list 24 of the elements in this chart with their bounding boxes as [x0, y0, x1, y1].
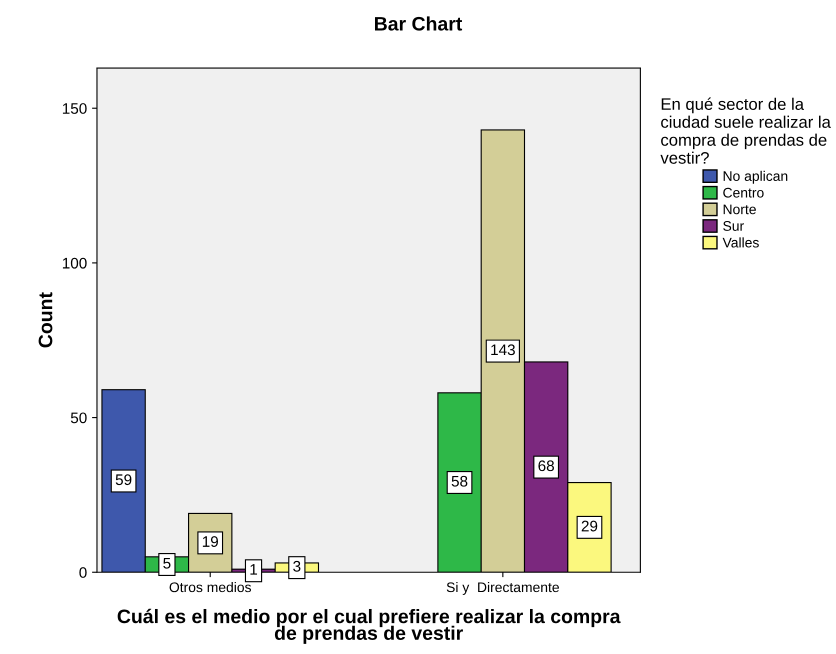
y-tick-label: 0	[79, 567, 87, 578]
y-tick-label: 100	[62, 258, 87, 269]
legend-label: Centro	[723, 188, 764, 198]
data-label: 19	[202, 536, 218, 547]
chart-title: Bar Chart	[375, 16, 462, 31]
data-label: 5	[163, 558, 171, 569]
data-label: 3	[293, 560, 300, 572]
x-tick-label: Si y Directamente	[446, 582, 559, 595]
data-label: 29	[582, 520, 598, 532]
legend-label: Valles	[722, 237, 759, 248]
legend-label: Norte	[724, 204, 756, 214]
y-tick-label: 150	[62, 103, 87, 114]
data-label: 143	[491, 344, 515, 356]
data-label: 68	[538, 460, 554, 472]
x-axis-title: Cuál es el medio por el cual prefiere realizar la compra de prendas de vestir	[118, 608, 621, 644]
y-tick-label: 50	[70, 412, 87, 424]
y-axis-title: Count	[38, 292, 52, 348]
x-tick-label: Otros medios	[170, 582, 252, 592]
legend-title: En qué sector de la ciudad suele realizar la compra de prendas de vestir?	[660, 98, 831, 164]
legend-label: Sur	[723, 221, 744, 231]
legend-label: No aplican	[724, 170, 788, 184]
data-label: 59	[116, 474, 132, 486]
data-label: 1	[250, 564, 258, 575]
data-label: 58	[452, 476, 468, 487]
